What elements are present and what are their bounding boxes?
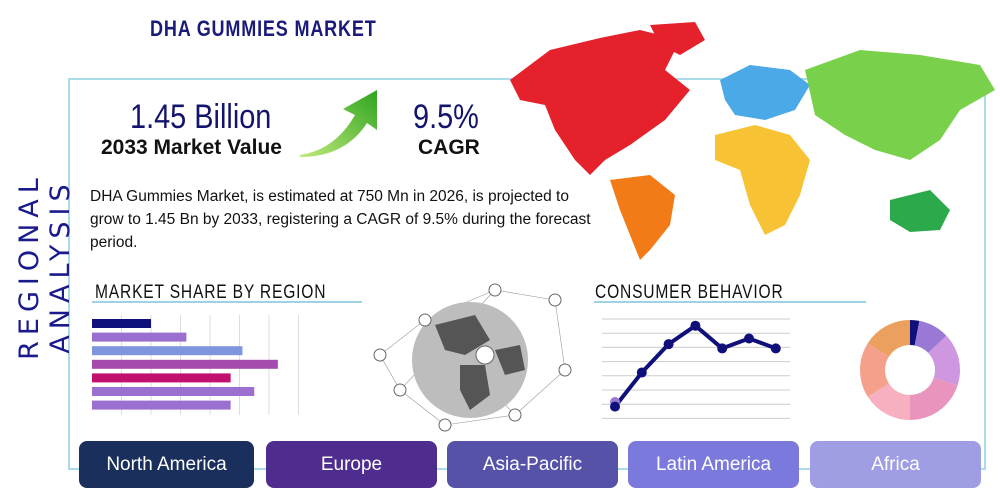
- region-tab-latin-america[interactable]: Latin America: [628, 441, 799, 488]
- bar: [92, 319, 151, 328]
- donut-slice: [867, 320, 910, 357]
- region-label: Africa: [871, 453, 920, 475]
- bar: [92, 400, 231, 410]
- page-title: DHA GUMMIES MARKET: [150, 16, 377, 41]
- region-tab-europe[interactable]: Europe: [266, 441, 437, 488]
- cagr-value: 9.5%: [413, 98, 479, 136]
- heading-underline: [594, 301, 866, 303]
- region-tab-north-america[interactable]: North America: [79, 441, 254, 488]
- bar: [92, 359, 278, 369]
- north-america: [510, 30, 690, 175]
- cagr-label: CAGR: [418, 136, 480, 159]
- consumer-behavior-line-chart: [602, 318, 790, 419]
- region-label: North America: [106, 453, 227, 475]
- data-point: [663, 339, 674, 350]
- region-label: Asia-Pacific: [482, 453, 583, 475]
- donut-slice: [910, 377, 958, 420]
- description: DHA Gummies Market, is estimated at 750 …: [90, 188, 591, 251]
- bar: [92, 346, 243, 356]
- data-point: [610, 401, 620, 412]
- side-title: REGIONAL ANALYSIS: [14, 172, 76, 360]
- world-map: [510, 22, 995, 260]
- consumer-behavior-heading: CONSUMER BEHAVIOR: [595, 282, 784, 303]
- donut-slice: [867, 383, 910, 420]
- bar: [92, 332, 187, 342]
- data-point: [636, 367, 647, 378]
- donut-slice: [914, 320, 947, 353]
- region-tab-africa[interactable]: Africa: [810, 441, 981, 488]
- data-point: [744, 333, 754, 344]
- south-america: [610, 175, 675, 260]
- asia: [805, 50, 995, 160]
- data-point: [717, 343, 728, 354]
- greenland: [650, 22, 705, 55]
- africa: [715, 125, 810, 235]
- market-value: 1.45 Billion: [130, 98, 272, 136]
- market-share-bar-chart: [92, 315, 299, 415]
- bar: [92, 373, 231, 383]
- bar: [92, 387, 255, 396]
- donut-slice: [910, 320, 920, 346]
- heading-underline: [92, 301, 362, 303]
- donut-slice: [860, 343, 889, 397]
- content-frame-edge: [984, 78, 986, 470]
- market-share-heading: MARKET SHARE BY REGION: [95, 282, 327, 303]
- data-point: [770, 343, 781, 354]
- europe: [720, 65, 810, 120]
- market-value-label: 2033 Market Value: [101, 136, 282, 159]
- network-globe-illustration: [373, 283, 572, 432]
- region-label: Latin America: [655, 453, 772, 475]
- australia: [890, 190, 950, 232]
- region-tab-asia-pacific[interactable]: Asia-Pacific: [447, 441, 618, 488]
- data-point: [690, 320, 701, 331]
- donut-slice: [928, 335, 960, 386]
- region-label: Europe: [320, 453, 383, 475]
- growth-arrow-icon: [300, 90, 377, 157]
- consumer-behavior-donut-chart: [860, 320, 960, 420]
